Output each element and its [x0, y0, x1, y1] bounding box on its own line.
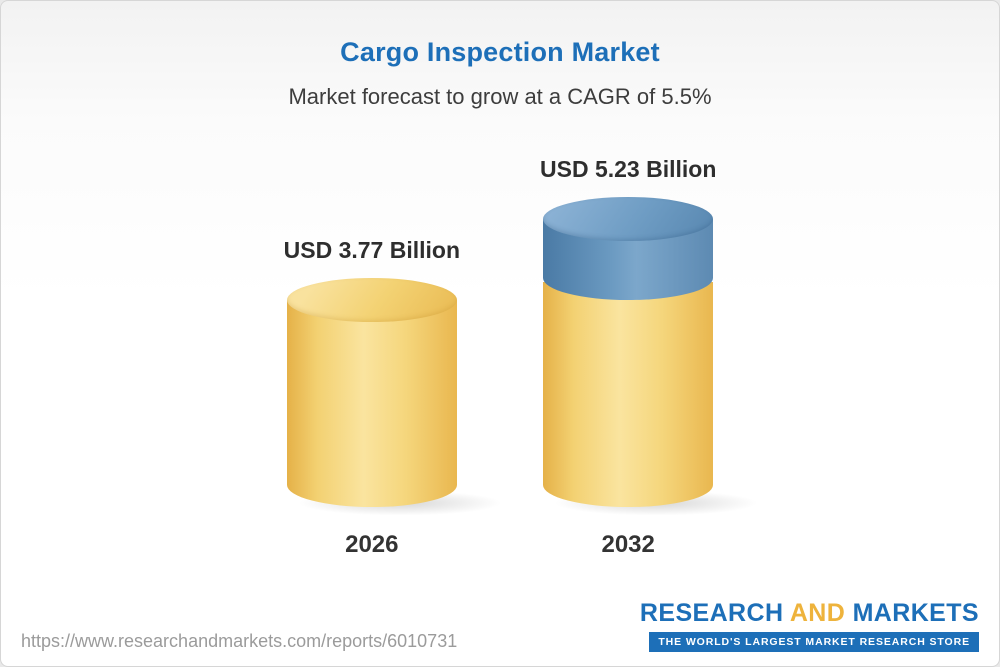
report-url: https://www.researchandmarkets.com/repor… — [21, 631, 458, 651]
cylinder-bar-2026 — [286, 277, 505, 516]
cylinder-segment-gold-2026 — [286, 299, 457, 507]
bar-value-label-2032: USD 5.23 Billion — [540, 156, 717, 183]
chart-subtitle: Market forecast to grow at a CAGR of 5.5… — [288, 84, 712, 109]
brand-word-research: RESEARCH — [639, 599, 784, 627]
chart-area: USD 3.77 Billion 2026 USD 5.23 Billion 2… — [1, 151, 999, 559]
cylinder-top-2032 — [543, 197, 714, 242]
cylinder-top-2026 — [286, 277, 457, 322]
x-axis-label-2032: 2032 — [601, 531, 655, 558]
brand-word-markets: MARKETS — [852, 599, 979, 627]
footer: https://www.researchandmarkets.com/repor… — [21, 599, 979, 652]
bar-value-label-2026: USD 3.77 Billion — [283, 236, 460, 263]
bar-group-2032: USD 5.23 Billion 2032 — [540, 156, 762, 559]
brand-wordmark: RESEARCH AND MARKETS — [640, 599, 979, 628]
brand-tagline: THE WORLD'S LARGEST MARKET RESEARCH STOR… — [649, 632, 979, 652]
chart-header: Cargo Inspection Market Market forecast … — [1, 1, 999, 110]
bar-group-2026: USD 3.77 Billion 2026 — [283, 236, 505, 559]
cylinder-segment-gold-2032 — [543, 281, 714, 507]
cylinder-bar-2032 — [543, 197, 762, 516]
brand-logo: RESEARCH AND MARKETS THE WORLD'S LARGEST… — [640, 599, 979, 652]
x-axis-label-2026: 2026 — [345, 531, 399, 558]
brand-word-and: AND — [789, 599, 846, 627]
chart-title: Cargo Inspection Market — [340, 37, 660, 67]
